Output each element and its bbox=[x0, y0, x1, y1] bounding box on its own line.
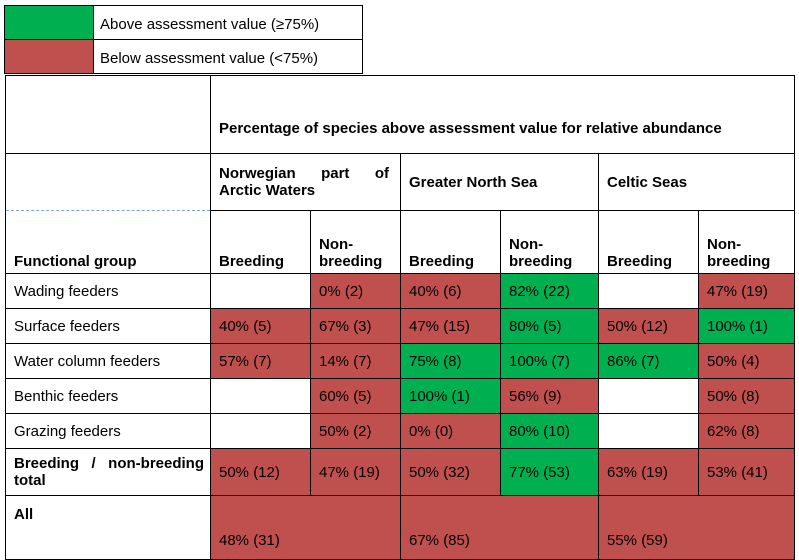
all-cell: 67% (85) bbox=[400, 495, 599, 560]
table-cell: 50% (8) bbox=[698, 378, 795, 414]
col-breeding: Breeding bbox=[400, 210, 501, 274]
table-cell bbox=[598, 378, 699, 414]
all-cell: 55% (59) bbox=[598, 495, 795, 560]
total-cell: 53% (41) bbox=[698, 448, 795, 496]
col-breeding: Breeding bbox=[598, 210, 699, 274]
total-cell: 63% (19) bbox=[598, 448, 699, 496]
col-nonbreeding: Non-breeding bbox=[310, 210, 401, 274]
table-cell: 67% (3) bbox=[310, 308, 401, 344]
table-cell: 0% (2) bbox=[310, 273, 401, 309]
all-cell: 48% (31) bbox=[210, 495, 401, 560]
region-label: Greater North Sea bbox=[409, 173, 538, 191]
row-label: Wading feeders bbox=[5, 273, 211, 309]
col-nonbreeding: Non-breeding bbox=[500, 210, 599, 274]
region-label: Norwegian part of Arctic Waters bbox=[219, 165, 389, 199]
total-cell: 50% (32) bbox=[400, 448, 501, 496]
total-cell: 77% (53) bbox=[500, 448, 599, 496]
region-header-arctic: Norwegian part of Arctic Waters bbox=[210, 153, 401, 211]
legend-label-below: Below assessment value (<75%) bbox=[93, 39, 363, 74]
region-header-greater-north-sea: Greater North Sea bbox=[400, 153, 599, 211]
table-cell: 50% (2) bbox=[310, 413, 401, 449]
table-cell: 62% (8) bbox=[698, 413, 795, 449]
table-cell: 100% (1) bbox=[400, 378, 501, 414]
legend: Above assessment value (≥75%) Below asse… bbox=[4, 5, 363, 74]
row-label: Water column feeders bbox=[5, 343, 211, 379]
table-cell: 40% (6) bbox=[400, 273, 501, 309]
table-row: Grazing feeders 50% (2) 0% (0) 80% (10) 62% … bbox=[5, 413, 795, 449]
table-row: Wading feeders 0% (2) 40% (6) 82% (22) 47% (… bbox=[5, 273, 795, 309]
table-cell: 86% (7) bbox=[598, 343, 699, 379]
table-cell: 50% (4) bbox=[698, 343, 795, 379]
table-row: Water column feeders 57% (7) 14% (7) 75% (8… bbox=[5, 343, 795, 379]
table-cell bbox=[210, 413, 311, 449]
table-cell: 100% (7) bbox=[500, 343, 599, 379]
all-row: All 48% (31) 67% (85) 55% (59) bbox=[5, 495, 795, 560]
col-breeding: Breeding bbox=[210, 210, 311, 274]
table-cell: 100% (1) bbox=[698, 308, 795, 344]
table-cell: 40% (5) bbox=[210, 308, 311, 344]
table-cell: 0% (0) bbox=[400, 413, 501, 449]
table-title: Percentage of species above assessment v… bbox=[210, 75, 795, 154]
legend-swatch-above bbox=[4, 5, 94, 40]
col-nonbreeding: Non-breeding bbox=[698, 210, 795, 274]
total-row-label: Breeding / non-breeding total bbox=[5, 448, 211, 496]
table-cell: 47% (19) bbox=[698, 273, 795, 309]
table-row: Benthic feeders 60% (5) 100% (1) 56% (9) 50%… bbox=[5, 378, 795, 414]
table-cell bbox=[598, 273, 699, 309]
assessment-table: Percentage of species above assessment v… bbox=[5, 75, 795, 560]
table-cell bbox=[598, 413, 699, 449]
total-cell: 47% (19) bbox=[310, 448, 401, 496]
legend-label-above: Above assessment value (≥75%) bbox=[93, 5, 363, 40]
table-cell: 47% (15) bbox=[400, 308, 501, 344]
row-header: Functional group bbox=[5, 210, 211, 274]
total-row: Breeding / non-breeding total 50% (12) 47%… bbox=[5, 448, 795, 496]
data-rows: Wading feeders 0% (2) 40% (6) 82% (22) 47% (… bbox=[5, 273, 795, 560]
row-label: Benthic feeders bbox=[5, 378, 211, 414]
table-cell: 14% (7) bbox=[310, 343, 401, 379]
table-cell bbox=[210, 273, 311, 309]
table-cell: 82% (22) bbox=[500, 273, 599, 309]
row-label: Surface feeders bbox=[5, 308, 211, 344]
table-cell: 80% (10) bbox=[500, 413, 599, 449]
legend-swatch-below bbox=[4, 39, 94, 74]
region-corner bbox=[5, 153, 211, 211]
table-cell: 57% (7) bbox=[210, 343, 311, 379]
row-label: Grazing feeders bbox=[5, 413, 211, 449]
table-cell: 56% (9) bbox=[500, 378, 599, 414]
table-cell: 50% (12) bbox=[598, 308, 699, 344]
region-header-celtic-seas: Celtic Seas bbox=[598, 153, 795, 211]
region-label: Celtic Seas bbox=[607, 173, 688, 191]
table-cell: 75% (8) bbox=[400, 343, 501, 379]
table-corner bbox=[5, 75, 211, 154]
table-cell: 80% (5) bbox=[500, 308, 599, 344]
table-row: Surface feeders 40% (5) 67% (3) 47% (15) 80%… bbox=[5, 308, 795, 344]
all-row-label: All bbox=[5, 495, 211, 560]
table-cell: 60% (5) bbox=[310, 378, 401, 414]
table-cell bbox=[210, 378, 311, 414]
total-cell: 50% (12) bbox=[210, 448, 311, 496]
